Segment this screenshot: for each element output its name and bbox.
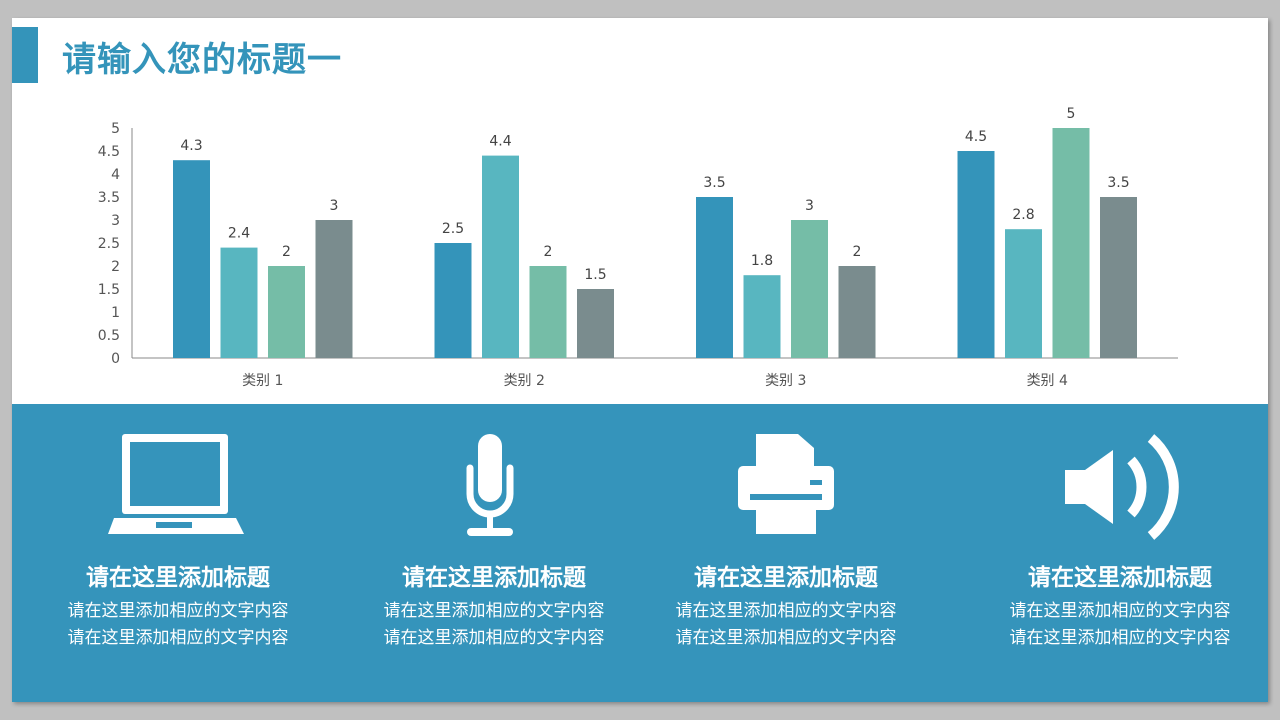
- data-label: 2.8: [1012, 207, 1034, 223]
- data-label: 3: [330, 198, 339, 214]
- bar: [1005, 229, 1042, 358]
- page-title: 请输入您的标题一: [62, 40, 342, 80]
- x-tick-label: 类别 3: [765, 373, 806, 389]
- y-tick-label: 5: [111, 121, 120, 137]
- data-label: 2.4: [228, 226, 250, 242]
- feature-description: 请在这里添加相应的文字内容请在这里添加相应的文字内容: [675, 601, 897, 648]
- y-tick-label: 1: [111, 305, 120, 321]
- feature-description: 请在这里添加相应的文字内容请在这里添加相应的文字内容: [1009, 601, 1231, 648]
- y-tick-label: 2.5: [98, 236, 120, 252]
- data-label: 3.5: [1107, 175, 1129, 191]
- data-label: 5: [1067, 106, 1076, 122]
- data-label: 2: [282, 244, 291, 260]
- data-label: 4.4: [489, 134, 511, 150]
- bar: [434, 243, 472, 358]
- bar: [315, 220, 353, 358]
- data-label: 3.5: [703, 175, 725, 191]
- x-tick-label: 类别 2: [504, 373, 545, 389]
- bar: [529, 266, 567, 358]
- bar: [577, 289, 614, 358]
- y-tick-label: 3.5: [98, 190, 120, 206]
- bar: [957, 151, 995, 358]
- feature-band: 请在这里添加标题 请在这里添加相应的文字内容请在这里添加相应的文字内容 请在这里…: [12, 404, 1268, 702]
- bar: [743, 275, 781, 358]
- y-tick-label: 4.5: [98, 144, 120, 160]
- feature-heading: 请在这里添加标题: [402, 565, 586, 591]
- bar: [1052, 128, 1090, 358]
- feature-heading: 请在这里添加标题: [86, 565, 270, 591]
- x-tick-label: 类别 1: [242, 373, 283, 389]
- data-label: 1.5: [584, 267, 606, 283]
- feature-1: 请在这里添加标题 请在这里添加相应的文字内容请在这里添加相应的文字内容: [28, 404, 328, 652]
- feature-2: 请在这里添加标题 请在这里添加相应的文字内容请在这里添加相应的文字内容: [344, 404, 644, 652]
- bar: [1100, 197, 1137, 358]
- bar: [268, 266, 305, 358]
- bar: [696, 197, 733, 358]
- feature-heading: 请在这里添加标题: [694, 565, 878, 591]
- y-tick-label: 4: [111, 167, 120, 183]
- laptop-icon: [108, 434, 244, 534]
- title-accent-bar: [12, 27, 38, 83]
- feature-3: 请在这里添加标题 请在这里添加相应的文字内容请在这里添加相应的文字内容: [636, 404, 936, 652]
- bar: [173, 160, 210, 358]
- bar: [482, 155, 519, 358]
- data-label: 2.5: [442, 221, 464, 237]
- x-tick-label: 类别 4: [1027, 373, 1068, 389]
- data-label: 4.3: [180, 138, 202, 154]
- data-label: 4.5: [965, 129, 987, 145]
- y-tick-label: 0: [111, 351, 120, 367]
- data-label: 3: [805, 198, 814, 214]
- y-tick-label: 3: [111, 213, 120, 229]
- y-tick-label: 1.5: [98, 282, 120, 298]
- slide: 请输入您的标题一 0 0.5 1 1.5 2 2.5 3 3.5 4 4.5 5 类别 1 4.3 2.4…: [12, 18, 1268, 702]
- bar: [838, 266, 876, 358]
- feature-description: 请在这里添加相应的文字内容请在这里添加相应的文字内容: [67, 601, 289, 648]
- feature-4: 请在这里添加标题 请在这里添加相应的文字内容请在这里添加相应的文字内容: [970, 404, 1270, 652]
- data-label: 2: [544, 244, 553, 260]
- microphone-icon: [466, 434, 514, 536]
- y-tick-label: 0.5: [98, 328, 120, 344]
- data-label: 1.8: [751, 253, 773, 269]
- bar: [220, 247, 258, 358]
- feature-heading: 请在这里添加标题: [1028, 565, 1212, 591]
- data-label: 2: [853, 244, 862, 260]
- y-tick-label: 2: [111, 259, 120, 275]
- speaker-icon: [1065, 434, 1179, 540]
- bar-chart: 0 0.5 1 1.5 2 2.5 3 3.5 4 4.5 5 类别 1 4.3 2.4 2 3 类别 2 2.5…: [98, 106, 1178, 389]
- printer-icon: [738, 434, 834, 534]
- feature-description: 请在这里添加相应的文字内容请在这里添加相应的文字内容: [383, 601, 605, 648]
- bar: [791, 220, 828, 358]
